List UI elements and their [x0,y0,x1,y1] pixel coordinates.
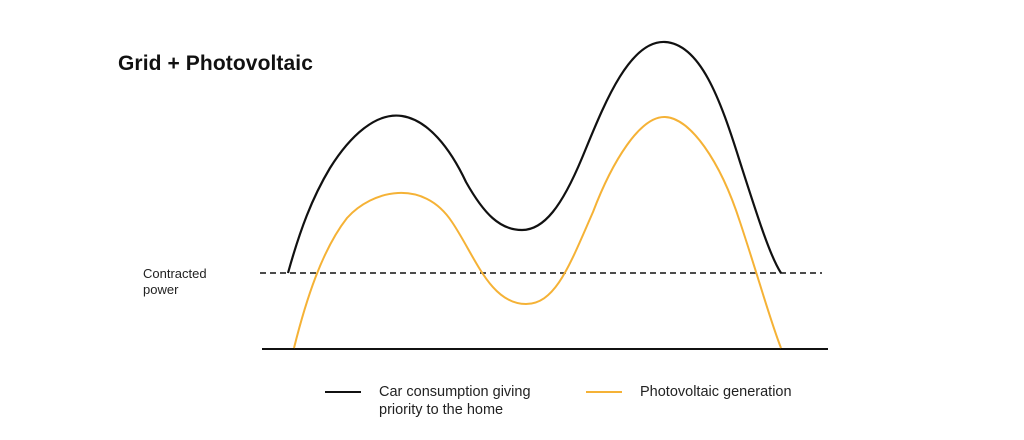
diagram-title: Grid + Photovoltaic [118,52,314,75]
legend-label-consumption-line2: priority to the home [379,402,504,418]
photovoltaic-curve [293,115,782,349]
legend-label-consumption: Car consumption giving priority to the h… [379,383,531,419]
legend-swatch-photovoltaic [586,391,622,393]
legend-label-photovoltaic: Photovoltaic generation [640,383,792,401]
legend-swatch-consumption [325,391,361,393]
contracted-power-label: Contracted power [143,266,207,298]
contracted-power-label-line2: power [143,282,179,297]
legend-label-consumption-line1: Car consumption giving [379,384,531,400]
legend-label-photovoltaic-line1: Photovoltaic generation [640,384,792,400]
consumption-curve [286,40,782,274]
legend-item-consumption: Car consumption giving priority to the h… [325,383,531,419]
contracted-power-label-line1: Contracted [143,266,207,281]
legend-item-photovoltaic: Photovoltaic generation [586,383,792,401]
